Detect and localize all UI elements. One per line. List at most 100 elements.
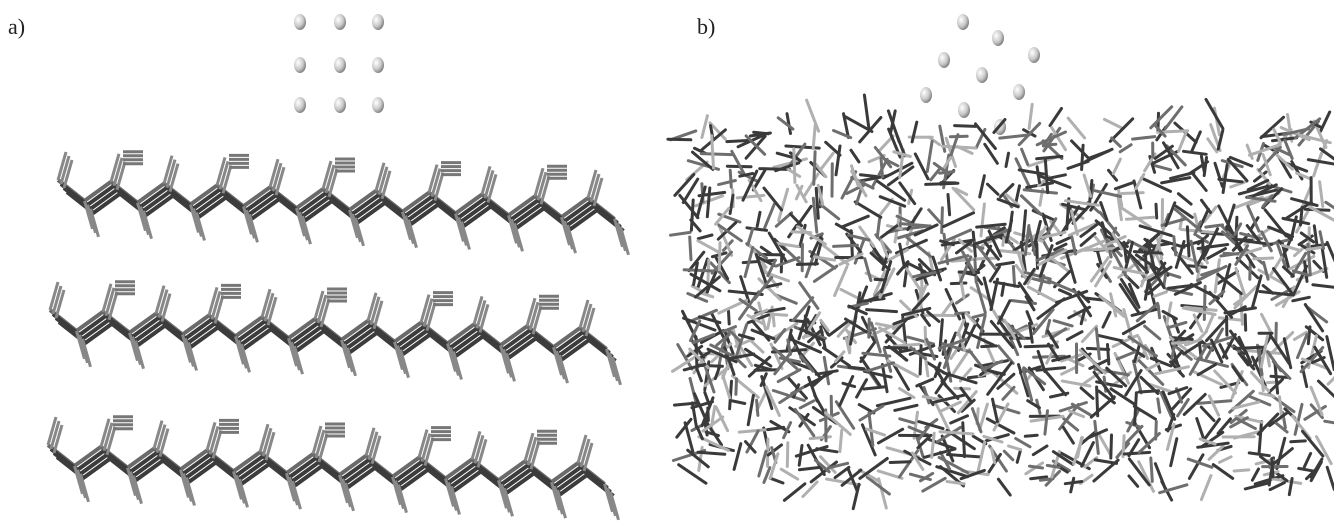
bond (213, 294, 225, 324)
bond (795, 183, 808, 204)
bond (616, 222, 627, 252)
bond (313, 290, 325, 320)
bond (1251, 274, 1263, 309)
bond (941, 299, 954, 316)
bond (1231, 233, 1250, 252)
bond (1065, 330, 1084, 342)
bond (990, 447, 997, 465)
bond (931, 255, 943, 282)
bond (99, 418, 111, 448)
bond (847, 233, 871, 242)
bond (958, 271, 966, 300)
chain (65, 190, 625, 233)
bond (1233, 429, 1264, 440)
bond (1248, 259, 1252, 281)
bond (937, 254, 970, 265)
bond (372, 300, 384, 330)
bond (1094, 260, 1112, 288)
bond (606, 487, 617, 517)
bond (1046, 329, 1060, 349)
bond (1195, 417, 1206, 441)
bond (714, 255, 730, 281)
bond (859, 340, 877, 363)
bond (1137, 460, 1155, 493)
bond (367, 431, 379, 461)
bond (126, 467, 137, 497)
bond (1023, 344, 1054, 349)
bond (844, 317, 869, 334)
bond (101, 283, 113, 313)
bond (1237, 183, 1273, 196)
bond (1043, 157, 1050, 195)
bond (291, 480, 302, 510)
bond (865, 475, 891, 496)
bond (370, 435, 382, 465)
bond (935, 465, 970, 479)
bond (1127, 438, 1141, 458)
bond (523, 432, 535, 462)
bond (1272, 151, 1294, 171)
bond (710, 312, 725, 339)
bond (1127, 335, 1158, 358)
bond (526, 436, 538, 466)
bond (1121, 320, 1146, 336)
bond (751, 308, 769, 319)
bond (245, 209, 256, 239)
bond (1124, 249, 1149, 274)
bond (1262, 260, 1270, 281)
bond (1139, 375, 1160, 395)
bond (1020, 194, 1043, 216)
bond (1049, 327, 1068, 340)
bond (853, 200, 883, 219)
bond (1189, 239, 1199, 273)
bond (73, 465, 84, 495)
bond (1273, 360, 1280, 395)
bond (1257, 268, 1286, 286)
bond (710, 342, 733, 364)
bond (1038, 477, 1055, 482)
panel-b (666, 14, 1334, 511)
bond (813, 458, 831, 474)
bond (686, 448, 710, 469)
bond (1028, 321, 1034, 344)
bond (910, 451, 925, 471)
bond (555, 350, 566, 380)
bond (675, 417, 693, 439)
bond (397, 484, 408, 514)
bond (1143, 279, 1150, 301)
bond (999, 183, 1015, 199)
bond (1045, 173, 1067, 181)
bond (1211, 463, 1235, 480)
bond (1066, 116, 1087, 140)
bond (1132, 404, 1157, 421)
bond (1309, 460, 1323, 483)
bond (454, 213, 465, 242)
bond (1094, 327, 1101, 361)
bond (1049, 391, 1070, 399)
bond (705, 271, 718, 294)
bond (942, 232, 950, 266)
bond (903, 449, 932, 466)
bond (700, 114, 709, 139)
bond (1246, 195, 1277, 203)
bond (1024, 295, 1036, 312)
bond (460, 221, 471, 250)
bond (1245, 188, 1279, 199)
bond (473, 434, 485, 464)
bond (1246, 204, 1261, 233)
bond (531, 305, 543, 335)
bond (1027, 226, 1037, 257)
bond (1246, 178, 1270, 192)
bond (1229, 416, 1249, 429)
bond (340, 339, 351, 369)
bond (109, 153, 121, 183)
bond (1057, 288, 1072, 297)
bond (1022, 188, 1058, 195)
bond (982, 434, 1004, 444)
bond (666, 137, 693, 142)
bond (860, 423, 877, 457)
bond (105, 426, 117, 456)
bond (1301, 429, 1325, 458)
bond (880, 224, 899, 239)
bond (1281, 285, 1296, 309)
